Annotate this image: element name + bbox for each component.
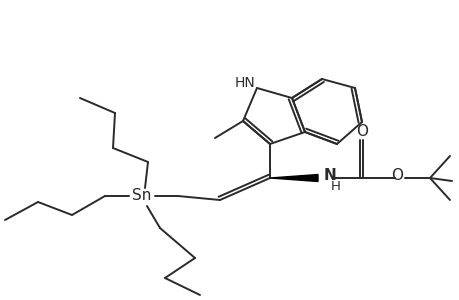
- Polygon shape: [269, 175, 317, 182]
- Text: N: N: [323, 169, 336, 184]
- Text: O: O: [355, 124, 367, 139]
- Text: HN: HN: [234, 76, 255, 90]
- Text: O: O: [390, 169, 402, 184]
- Text: H: H: [330, 181, 340, 194]
- Text: Sn: Sn: [132, 188, 151, 203]
